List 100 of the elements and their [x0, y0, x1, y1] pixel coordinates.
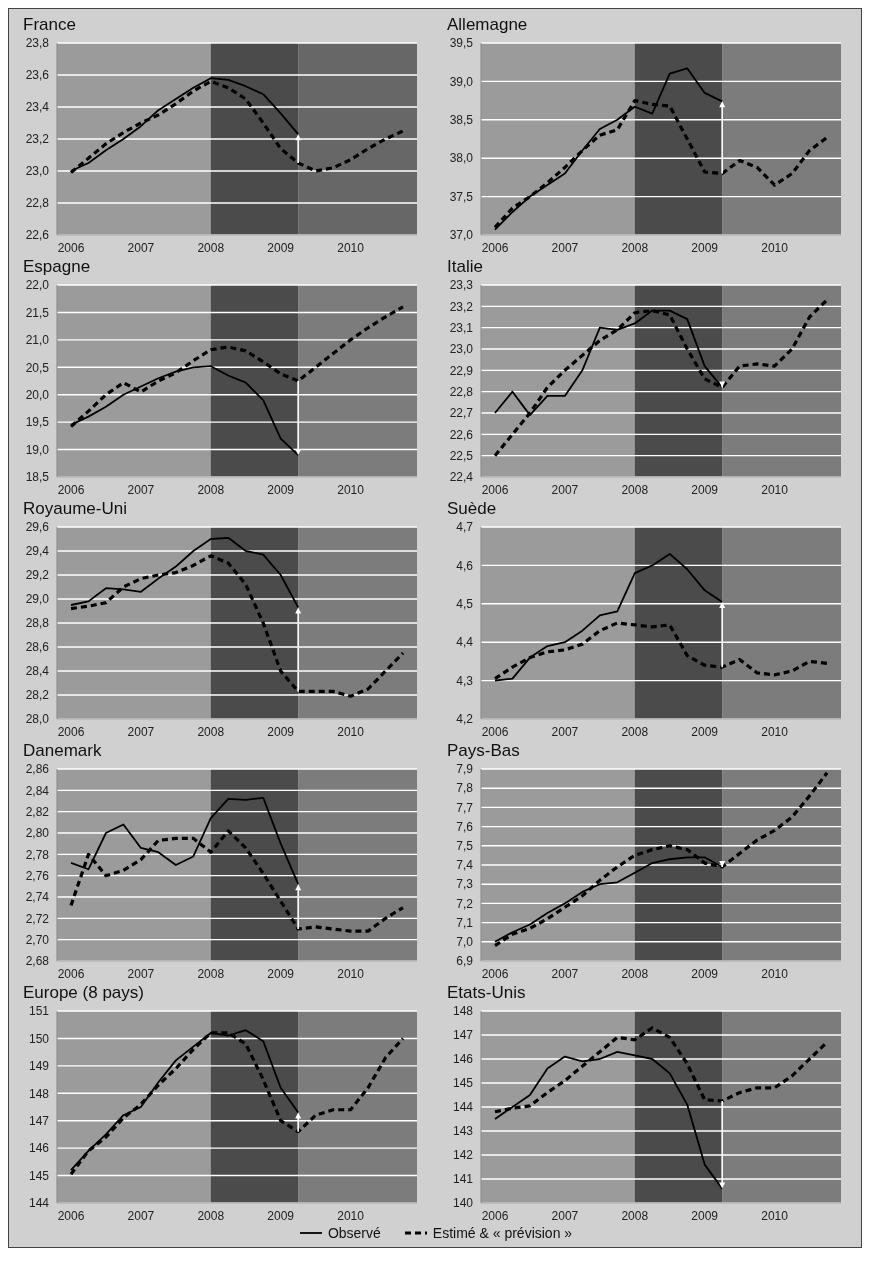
x-tick-label: 2007 [127, 724, 155, 739]
y-tick-label: 146 [28, 1141, 50, 1156]
y-tick-label: 22,6 [25, 228, 50, 243]
y-tick-label: 145 [452, 1076, 474, 1091]
y-tick-label: 22,6 [449, 427, 474, 442]
y-tick-label: 7,2 [456, 896, 474, 911]
x-tick-label: 2007 [551, 724, 579, 739]
y-tick-label: 18,5 [25, 470, 50, 485]
x-tick-label: 2010 [337, 1208, 365, 1223]
y-tick-label: 7,7 [456, 800, 474, 815]
y-tick-label: 4,4 [456, 635, 474, 650]
y-tick-label: 23,6 [25, 68, 50, 83]
y-tick-label: 28,8 [25, 616, 50, 631]
y-tick-label: 38,5 [449, 113, 474, 128]
y-tick-label: 29,0 [25, 592, 50, 607]
x-tick-label: 2009 [267, 724, 295, 739]
y-tick-label: 22,8 [25, 196, 50, 211]
y-tick-label: 2,74 [25, 890, 50, 905]
legend-label: Observé [327, 1225, 381, 1241]
x-tick-label: 2008 [621, 1208, 649, 1223]
y-tick-label: 142 [452, 1148, 474, 1163]
y-tick-label: 2,72 [25, 911, 50, 926]
x-tick-label: 2006 [481, 966, 509, 981]
y-tick-label: 4,5 [456, 597, 474, 612]
x-tick-label: 2009 [267, 482, 295, 497]
x-tick-label: 2008 [197, 1208, 225, 1223]
y-tick-label: 39,0 [449, 74, 474, 89]
y-tick-label: 7,1 [456, 915, 474, 930]
y-tick-label: 140 [452, 1196, 474, 1211]
y-tick-label: 19,0 [25, 442, 50, 457]
y-tick-label: 149 [28, 1059, 50, 1074]
x-tick-label: 2006 [57, 724, 85, 739]
y-tick-label: 148 [452, 1004, 474, 1019]
chart-title: Europe (8 pays) [22, 982, 145, 1004]
y-tick-label: 29,4 [25, 544, 50, 559]
y-tick-label: 37,5 [449, 189, 474, 204]
y-tick-label: 2,70 [25, 932, 50, 947]
y-tick-label: 23,0 [25, 164, 50, 179]
chart-title: Etats-Unis [446, 982, 527, 1004]
y-tick-label: 7,8 [456, 781, 474, 796]
x-tick-label: 2009 [691, 240, 719, 255]
y-tick-label: 2,68 [25, 954, 50, 969]
y-tick-label: 148 [28, 1086, 50, 1101]
x-tick-label: 2009 [267, 966, 295, 981]
y-tick-label: 23,4 [25, 100, 50, 115]
y-tick-label: 21,0 [25, 333, 50, 348]
x-tick-label: 2009 [691, 724, 719, 739]
y-tick-label: 23,3 [449, 278, 474, 293]
y-tick-label: 144 [28, 1196, 50, 1211]
x-tick-label: 2010 [761, 1208, 789, 1223]
chart-title: Italie [446, 256, 484, 278]
x-tick-label: 2008 [621, 724, 649, 739]
y-tick-label: 146 [452, 1052, 474, 1067]
line-series [493, 298, 829, 458]
x-tick-label: 2009 [267, 1208, 295, 1223]
x-tick-label: 2006 [481, 724, 509, 739]
y-tick-label: 141 [452, 1172, 474, 1187]
x-tick-label: 2010 [337, 724, 365, 739]
x-tick-label: 2010 [337, 240, 365, 255]
y-tick-label: 23,8 [25, 36, 50, 51]
y-tick-label: 28,0 [25, 712, 50, 727]
y-tick-label: 144 [452, 1100, 474, 1115]
y-tick-label: 151 [28, 1004, 50, 1019]
y-tick-label: 22,5 [449, 448, 474, 463]
x-tick-label: 2010 [337, 966, 365, 981]
y-tick-label: 20,0 [25, 387, 50, 402]
x-tick-label: 2007 [127, 240, 155, 255]
y-tick-label: 2,86 [25, 762, 50, 777]
chart-title: France [22, 14, 77, 36]
x-tick-label: 2009 [691, 1208, 719, 1223]
y-tick-label: 38,0 [449, 151, 474, 166]
y-tick-label: 23,2 [449, 299, 474, 314]
x-tick-label: 2006 [57, 482, 85, 497]
chart-title: Allemagne [446, 14, 529, 36]
y-tick-label: 37,0 [449, 228, 474, 243]
y-tick-label: 29,2 [25, 568, 50, 583]
x-tick-label: 2009 [267, 240, 295, 255]
x-tick-label: 2010 [761, 482, 789, 497]
x-tick-label: 2008 [621, 240, 649, 255]
y-tick-label: 6,9 [456, 954, 474, 969]
chart-title: Espagne [22, 256, 92, 278]
y-tick-label: 2,76 [25, 868, 50, 883]
chart-title: Royaume-Uni [22, 498, 128, 520]
x-tick-label: 2010 [337, 482, 365, 497]
y-tick-label: 28,4 [25, 664, 50, 679]
x-tick-label: 2008 [197, 724, 225, 739]
x-tick-label: 2007 [127, 1208, 155, 1223]
y-tick-label: 4,3 [456, 673, 474, 688]
y-tick-label: 2,82 [25, 804, 50, 819]
y-tick-label: 22,8 [449, 384, 474, 399]
y-tick-label: 2,78 [25, 847, 50, 862]
y-tick-label: 4,2 [456, 712, 474, 727]
x-tick-label: 2007 [551, 966, 579, 981]
y-tick-label: 4,7 [456, 520, 474, 535]
x-tick-label: 2010 [761, 724, 789, 739]
x-tick-label: 2010 [761, 240, 789, 255]
x-tick-label: 2008 [197, 482, 225, 497]
x-tick-label: 2007 [127, 966, 155, 981]
x-tick-label: 2007 [127, 482, 155, 497]
y-tick-label: 7,9 [456, 762, 474, 777]
